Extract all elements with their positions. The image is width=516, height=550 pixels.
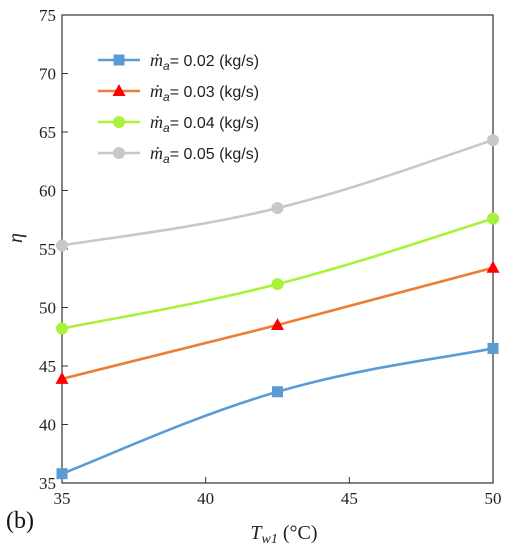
x-tick-label: 40 bbox=[197, 489, 214, 508]
legend-marker-2 bbox=[112, 84, 126, 96]
data-point-series-2 bbox=[486, 260, 500, 273]
y-tick-label: 35 bbox=[39, 474, 56, 493]
x-axis-title-unit: (°C) bbox=[278, 522, 318, 544]
data-point-series-3 bbox=[487, 212, 499, 225]
x-axis: 35 40 45 50 bbox=[54, 477, 502, 508]
x-tick-label: 45 bbox=[341, 489, 358, 508]
legend-label-2: ṁa= 0.03 (kg/s) bbox=[150, 81, 259, 104]
y-tick-label: 65 bbox=[39, 123, 56, 142]
x-axis-title: Tw1 (°C) bbox=[250, 522, 317, 547]
y-axis-title: η bbox=[5, 233, 27, 243]
legend: ṁa= 0.02 (kg/s) ṁa= 0.03 (kg/s) ṁa= 0.04 (… bbox=[98, 50, 259, 166]
data-point-series-4 bbox=[271, 202, 284, 215]
legend-marker-3 bbox=[113, 116, 125, 128]
legend-label-4: ṁa= 0.05 (kg/s) bbox=[150, 143, 259, 166]
data-point-series-2 bbox=[55, 371, 69, 384]
plot-area bbox=[61, 14, 494, 484]
data-point-series-1 bbox=[56, 468, 68, 480]
y-axis: 35 40 45 50 55 60 65 70 75 bbox=[39, 6, 68, 493]
data-point-series-2 bbox=[271, 318, 284, 331]
y-tick-label: 55 bbox=[39, 240, 56, 259]
data-point-series-1 bbox=[487, 342, 499, 354]
y-tick-label: 40 bbox=[39, 416, 56, 435]
legend-label-1: ṁa= 0.02 (kg/s) bbox=[150, 50, 259, 73]
x-axis-title-sub: w1 bbox=[262, 532, 278, 547]
series-layer bbox=[55, 134, 500, 480]
panel-label: (b) bbox=[6, 508, 34, 534]
y-tick-label: 45 bbox=[39, 357, 56, 376]
data-point-series-3 bbox=[271, 278, 284, 291]
data-point-series-3 bbox=[56, 322, 68, 335]
data-point-series-4 bbox=[487, 134, 499, 147]
x-tick-label: 50 bbox=[485, 489, 502, 508]
x-tick-label: 35 bbox=[54, 489, 71, 508]
y-tick-label: 60 bbox=[39, 182, 56, 201]
data-point-series-1 bbox=[272, 386, 283, 398]
y-tick-label: 70 bbox=[39, 65, 56, 84]
legend-marker-4 bbox=[113, 147, 125, 159]
legend-label-3: ṁa= 0.04 (kg/s) bbox=[150, 112, 259, 135]
data-point-series-4 bbox=[56, 239, 68, 252]
legend-marker-1 bbox=[113, 54, 125, 66]
y-tick-label: 75 bbox=[39, 6, 56, 25]
x-axis-title-main: T bbox=[250, 522, 263, 544]
y-tick-label: 50 bbox=[39, 299, 56, 318]
